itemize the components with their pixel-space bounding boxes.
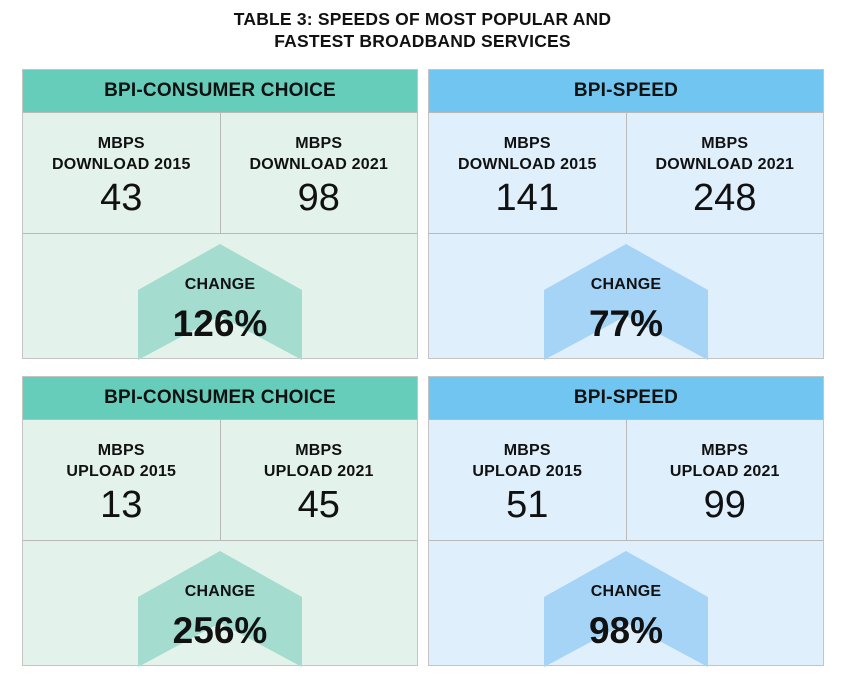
year-label: DOWNLOAD 2015: [51, 156, 191, 173]
panel-consumer-choice-download: BPI-CONSUMER CHOICE MBPS DOWNLOAD 2015 4…: [22, 69, 418, 360]
speed-value: 248: [693, 177, 757, 219]
speed-value: 13: [100, 484, 143, 526]
speed-cell-2021: MBPS UPLOAD 2021 45: [219, 420, 418, 540]
panel-header: BPI-SPEED: [429, 377, 823, 420]
year-label: UPLOAD 2021: [669, 463, 780, 480]
speed-cell-label: MBPS DOWNLOAD 2021: [627, 113, 824, 175]
speed-cell-label: MBPS UPLOAD 2015: [429, 420, 626, 482]
speed-cell-label: MBPS DOWNLOAD 2021: [221, 113, 418, 175]
speed-value: 51: [506, 484, 549, 526]
speed-row: MBPS DOWNLOAD 2015 141 MBPS DOWNLOAD 202…: [429, 113, 823, 234]
change-label: CHANGE: [184, 583, 256, 600]
table-title: TABLE 3: SPEEDS OF MOST POPULAR AND FAST…: [0, 8, 845, 52]
panel-speed-download: BPI-SPEED MBPS DOWNLOAD 2015 141 MBPS DO…: [428, 69, 824, 360]
chevron-up-icon: [544, 244, 708, 360]
speed-value: 141: [495, 177, 559, 219]
speed-cell-label: MBPS UPLOAD 2021: [627, 420, 824, 482]
change-label: CHANGE: [590, 276, 662, 293]
speed-cell-label: MBPS UPLOAD 2021: [221, 420, 418, 482]
change-section: CHANGE 77%: [429, 234, 823, 360]
change-value: 126%: [172, 303, 268, 344]
panel-speed-upload: BPI-SPEED MBPS UPLOAD 2015 51 MBPS UPLOA…: [428, 376, 824, 667]
chevron-up-icon: [544, 551, 708, 667]
speed-row: MBPS UPLOAD 2015 13 MBPS UPLOAD 2021 45: [23, 420, 417, 541]
speed-value: 98: [297, 177, 340, 219]
change-label: CHANGE: [184, 276, 256, 293]
speed-value: 45: [297, 484, 340, 526]
change-label: CHANGE: [590, 583, 662, 600]
speed-cell-2015: MBPS UPLOAD 2015 51: [429, 420, 626, 540]
change-value: 77%: [588, 303, 664, 344]
change-section: CHANGE 126%: [23, 234, 417, 360]
unit-label: MBPS: [701, 442, 749, 459]
year-label: UPLOAD 2021: [263, 463, 374, 480]
year-label: DOWNLOAD 2015: [457, 156, 597, 173]
change-value: 256%: [172, 610, 268, 651]
year-label: DOWNLOAD 2021: [249, 156, 389, 173]
change-value: 98%: [588, 610, 664, 651]
speed-cell-2021: MBPS DOWNLOAD 2021 98: [219, 113, 418, 233]
speed-cell-2015: MBPS UPLOAD 2015 13: [23, 420, 220, 540]
table-title-line-2: FASTEST BROADBAND SERVICES: [274, 31, 571, 51]
speed-row: MBPS DOWNLOAD 2015 43 MBPS DOWNLOAD 2021…: [23, 113, 417, 234]
panel-header: BPI-SPEED: [429, 70, 823, 113]
chevron-up-icon: [138, 244, 302, 360]
unit-label: MBPS: [295, 135, 343, 152]
unit-label: MBPS: [503, 442, 551, 459]
panel-consumer-choice-upload: BPI-CONSUMER CHOICE MBPS UPLOAD 2015 13 …: [22, 376, 418, 667]
speed-cell-2021: MBPS UPLOAD 2021 99: [625, 420, 824, 540]
panel-header: BPI-CONSUMER CHOICE: [23, 70, 417, 113]
speed-cell-label: MBPS DOWNLOAD 2015: [23, 113, 220, 175]
change-section: CHANGE 256%: [23, 541, 417, 667]
speed-cell-2021: MBPS DOWNLOAD 2021 248: [625, 113, 824, 233]
speed-cell-2015: MBPS DOWNLOAD 2015 141: [429, 113, 626, 233]
speed-cell-label: MBPS UPLOAD 2015: [23, 420, 220, 482]
speed-cell-2015: MBPS DOWNLOAD 2015 43: [23, 113, 220, 233]
year-label: UPLOAD 2015: [472, 463, 583, 480]
unit-label: MBPS: [503, 135, 551, 152]
chevron-up-icon: [138, 551, 302, 667]
unit-label: MBPS: [295, 442, 343, 459]
speed-value: 43: [100, 177, 143, 219]
speed-value: 99: [703, 484, 746, 526]
table-title-line-1: TABLE 3: SPEEDS OF MOST POPULAR AND: [233, 9, 612, 29]
speed-cell-label: MBPS DOWNLOAD 2015: [429, 113, 626, 175]
speed-row: MBPS UPLOAD 2015 51 MBPS UPLOAD 2021 99: [429, 420, 823, 541]
unit-label: MBPS: [97, 135, 145, 152]
panel-header: BPI-CONSUMER CHOICE: [23, 377, 417, 420]
unit-label: MBPS: [97, 442, 145, 459]
change-section: CHANGE 98%: [429, 541, 823, 667]
year-label: DOWNLOAD 2021: [655, 156, 795, 173]
unit-label: MBPS: [701, 135, 749, 152]
year-label: UPLOAD 2015: [66, 463, 177, 480]
